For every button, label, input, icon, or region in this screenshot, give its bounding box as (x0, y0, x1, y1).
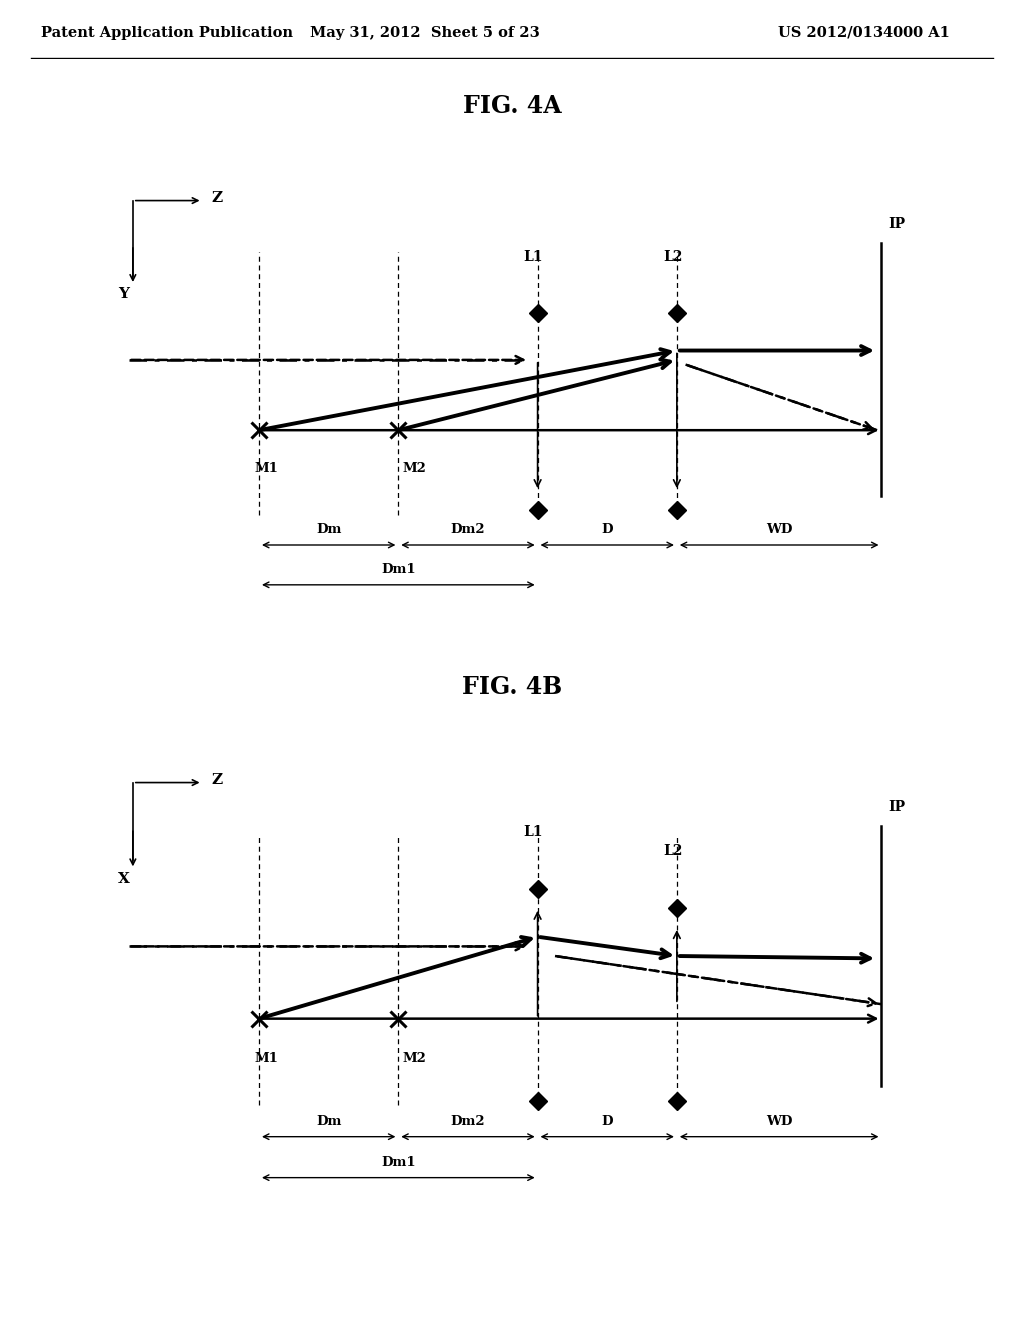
Text: D: D (601, 1114, 613, 1127)
Text: M1: M1 (255, 1052, 279, 1065)
Text: Dm: Dm (316, 523, 341, 536)
Text: L2: L2 (663, 843, 682, 858)
Text: Dm2: Dm2 (451, 523, 485, 536)
Text: M2: M2 (402, 462, 427, 475)
Text: US 2012/0134000 A1: US 2012/0134000 A1 (778, 25, 950, 40)
Text: M2: M2 (402, 1052, 427, 1065)
Text: M1: M1 (255, 462, 279, 475)
Text: Dm2: Dm2 (451, 1114, 485, 1127)
Text: WD: WD (766, 1114, 793, 1127)
Text: Z: Z (211, 774, 222, 787)
Text: L1: L1 (523, 825, 543, 838)
Text: Z: Z (211, 191, 222, 205)
Text: IP: IP (889, 216, 905, 231)
Text: FIG. 4A: FIG. 4A (463, 94, 561, 117)
Text: X: X (118, 873, 130, 886)
Text: IP: IP (889, 800, 905, 814)
Text: Dm: Dm (316, 1114, 341, 1127)
Text: Patent Application Publication: Patent Application Publication (41, 25, 293, 40)
Text: Dm1: Dm1 (381, 564, 416, 576)
Text: Y: Y (118, 288, 129, 301)
Text: L2: L2 (663, 251, 682, 264)
Text: Dm1: Dm1 (381, 1155, 416, 1168)
Text: L1: L1 (523, 251, 543, 264)
Text: May 31, 2012  Sheet 5 of 23: May 31, 2012 Sheet 5 of 23 (310, 25, 540, 40)
Text: WD: WD (766, 523, 793, 536)
Text: FIG. 4B: FIG. 4B (462, 675, 562, 698)
Text: D: D (601, 523, 613, 536)
